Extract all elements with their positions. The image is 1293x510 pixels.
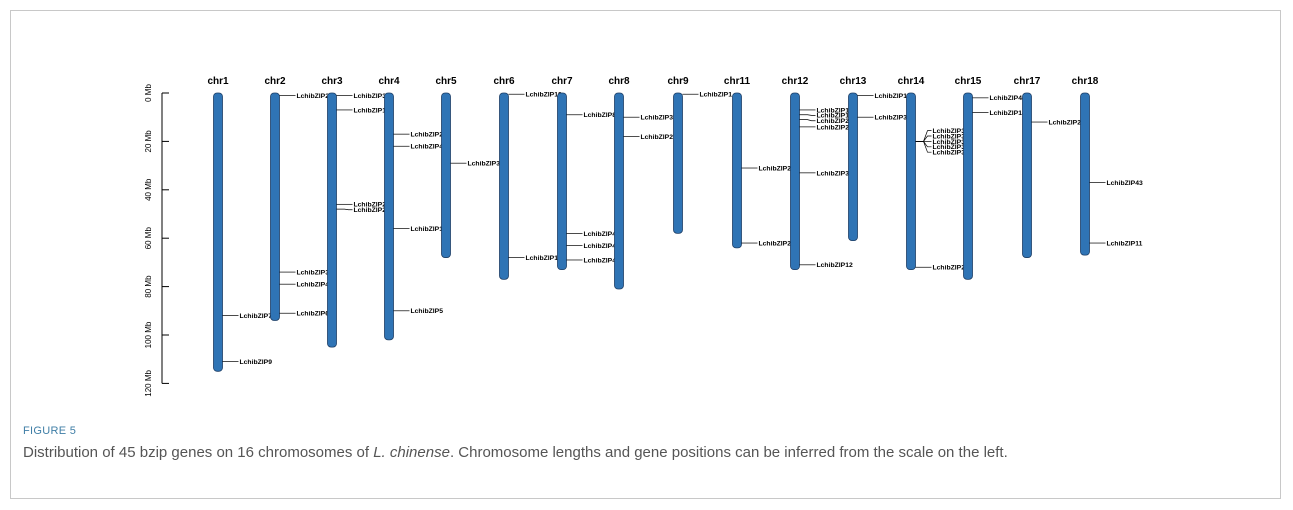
gene-marker-line [799,114,816,116]
gene-label: LchibZIP13 [526,255,562,262]
gene-label: LchibZIP26 [759,165,795,172]
gene-label: LchibZIP45 [411,144,447,151]
chromosome-map: 0 Mb 20 Mb 40 Mb 60 Mb 80 Mb 100 Mb 120 Mb chr1… [144,76,1143,397]
caption-species: L. chinense [373,444,450,461]
chromosome-bar [732,92,742,249]
scale-tick-label: 0 Mb [144,84,153,102]
gene-label: LchibZIP44 [990,95,1026,102]
gene-marker-line [915,141,932,153]
gene-label: LchibZIP17 [354,107,390,114]
gene-label: LchibZIP42 [584,231,620,238]
gene-label: LchibZIP25 [1049,119,1085,126]
gene-marker-line [799,119,816,122]
scale-tick-label: 100 Mb [144,321,153,348]
gene-label: LchibZIP6 [297,311,330,318]
chromosome-bar [963,92,973,280]
gene-label: LchibZIP36 [468,161,504,168]
gene-label: LchibZIP37 [641,115,677,122]
gene-label: LchibZIP7 [240,313,273,320]
gene-label: LchibZIP1 [700,92,733,99]
gene-label: LchibZIP29 [354,207,390,214]
gene-label: LchibZIP24 [411,132,447,139]
chromosome-name: chr2 [264,76,286,87]
figure-label: FIGURE 5 [23,425,77,437]
gene-label: LchibZIP12 [817,262,853,269]
gene-label: LchibZIP8 [584,112,617,119]
chromosome-bar [790,92,800,271]
gene-label: LchibZIP34 [933,133,969,140]
chromosome-name: chr18 [1072,76,1099,87]
gene-label: LchibZIP22 [933,265,969,272]
gene-label: LchibZIP23 [297,93,333,100]
scale-tick-label: 20 Mb [144,130,153,153]
chromosome-bar [1022,92,1032,258]
chromosome-bar [1080,92,1090,256]
gene-label: LchibZIP14 [990,110,1026,117]
caption-text-start: Distribution of 45 bzip genes on 16 chro… [23,444,374,461]
chromosome-bar [499,92,509,280]
chromosome-name: chr8 [608,76,630,87]
chromosome-bar [614,92,624,290]
chromosome-bar [848,92,858,242]
gene-label: LchibZIP35 [933,128,969,135]
scale-tick-label: 40 Mb [144,178,153,201]
chromosome-bar [213,92,223,372]
chromosome-bar [557,92,567,271]
chromosome-name: chr15 [955,76,982,87]
gene-label: LchibZIP18 [817,107,853,114]
gene-label: LchibZIP16 [411,226,447,233]
chromosome-bar [384,92,394,341]
gene-label: LchibZIP15 [875,93,911,100]
gene-label: LchibZIP41 [584,243,620,250]
chromosome-bar [673,92,683,234]
gene-label: LchibZIP38 [354,93,390,100]
gene-label: LchibZIP27 [641,134,677,141]
gene-label: LchibZIP30 [875,115,911,122]
chromosome-name: chr7 [551,76,573,87]
chromosome-bar [441,92,451,258]
gene-label: LchibZIP40 [584,257,620,264]
scale-tick-label: 120 Mb [144,370,153,397]
caption-text-end: . Chromosome lengths and gene positions … [449,444,1008,461]
gene-label: LchibZIP9 [240,359,273,366]
scale-tick-label: 80 Mb [144,275,153,298]
gene-label: LchibZIP19 [817,113,853,120]
chromosome-bar [270,92,280,321]
chromosome-name: chr9 [667,76,689,87]
figure-caption: Distribution of 45 bzip genes on 16 chro… [23,443,1263,462]
gene-label: LchibZIP28 [354,202,390,209]
chromosome-bar [906,92,916,271]
gene-label: LchibZIP32 [933,144,969,151]
gene-label: LchibZIP4 [297,282,330,289]
gene-label: LchibZIP3 [297,269,330,276]
gene-label: LchibZIP2 [759,240,792,247]
gene-marker-line [336,208,353,211]
gene-label: LchibZIP5 [411,308,444,315]
chromosome-name: chr6 [493,76,515,87]
gene-label: LchibZIP11 [1107,240,1143,247]
gene-label: LchibZIP10 [526,92,562,99]
gene-label: LchibZIP31 [933,150,969,157]
chromosome-name: chr5 [435,76,457,87]
gene-label: LchibZIP39 [817,170,853,177]
chromosome-name: chr4 [378,76,400,87]
chromosome-name: chr3 [321,76,343,87]
chromosome-name: chr11 [724,76,751,87]
chromosome-name: chr1 [207,76,229,87]
gene-label: LchibZIP21 [817,124,853,131]
chromosome-name: chr13 [840,76,867,87]
scale-tick-label: 60 Mb [144,227,153,250]
chromosome-bar [327,92,337,348]
chromosome-name: chr12 [782,76,809,87]
gene-label: LchibZIP43 [1107,180,1143,187]
chromosome-name: chr14 [898,76,925,87]
gene-label: LchibZIP33 [933,139,969,146]
chromosome-name: chr17 [1014,76,1041,87]
gene-label: LchibZIP20 [817,118,853,125]
